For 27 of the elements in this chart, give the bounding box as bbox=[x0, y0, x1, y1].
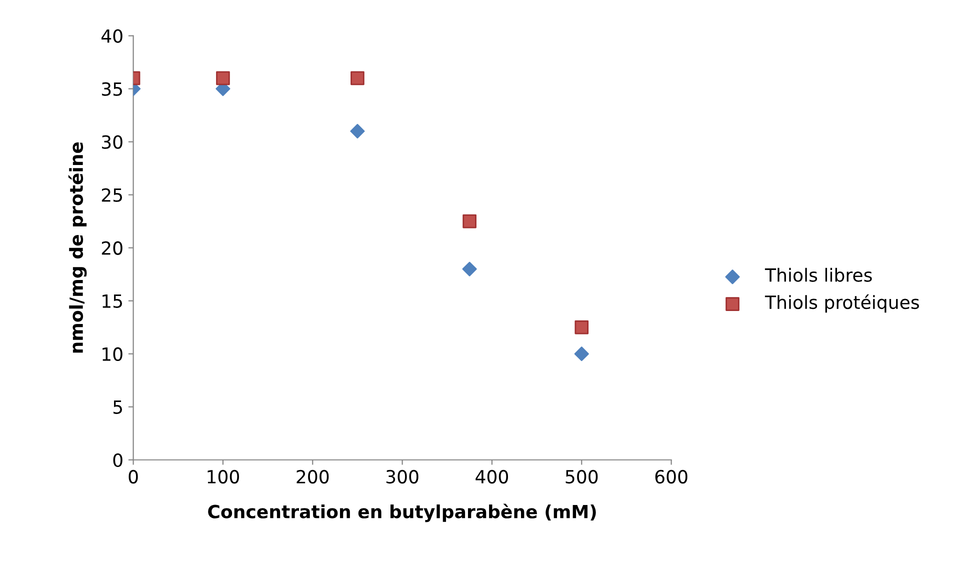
x-tick-label: 600 bbox=[655, 470, 688, 484]
x-tick-label: 300 bbox=[386, 470, 418, 484]
legend-label: Thiols libres bbox=[764, 268, 872, 282]
x-tick-label: 100 bbox=[208, 470, 239, 484]
y-tick-label: 25 bbox=[102, 188, 122, 202]
y-tick-label: 30 bbox=[102, 135, 122, 149]
y-tick-label: 10 bbox=[102, 347, 122, 361]
y-tick-label: 5 bbox=[113, 400, 122, 414]
y-tick-label: 35 bbox=[102, 82, 122, 96]
x-axis-title: Concentration en butylparabène (mM) bbox=[208, 504, 596, 522]
point bbox=[350, 124, 365, 138]
x-tick-label: 200 bbox=[296, 470, 329, 484]
y-tick-label: 40 bbox=[101, 29, 122, 43]
x-tick-label: 400 bbox=[476, 470, 508, 484]
point bbox=[462, 214, 476, 228]
point bbox=[350, 71, 364, 86]
x-tick-label: 500 bbox=[566, 470, 598, 484]
y-axis-title: nmol/mg de protéine bbox=[68, 142, 87, 353]
point bbox=[462, 262, 477, 276]
x-tick-label: 0 bbox=[128, 470, 138, 484]
point bbox=[574, 320, 589, 334]
y-tick-label: 20 bbox=[102, 241, 122, 255]
point bbox=[216, 71, 230, 86]
y-tick-label: 0 bbox=[113, 453, 122, 467]
y-tick-label: 15 bbox=[102, 294, 122, 308]
point bbox=[574, 346, 589, 362]
legend-label: Thiols protéiques bbox=[764, 294, 919, 313]
